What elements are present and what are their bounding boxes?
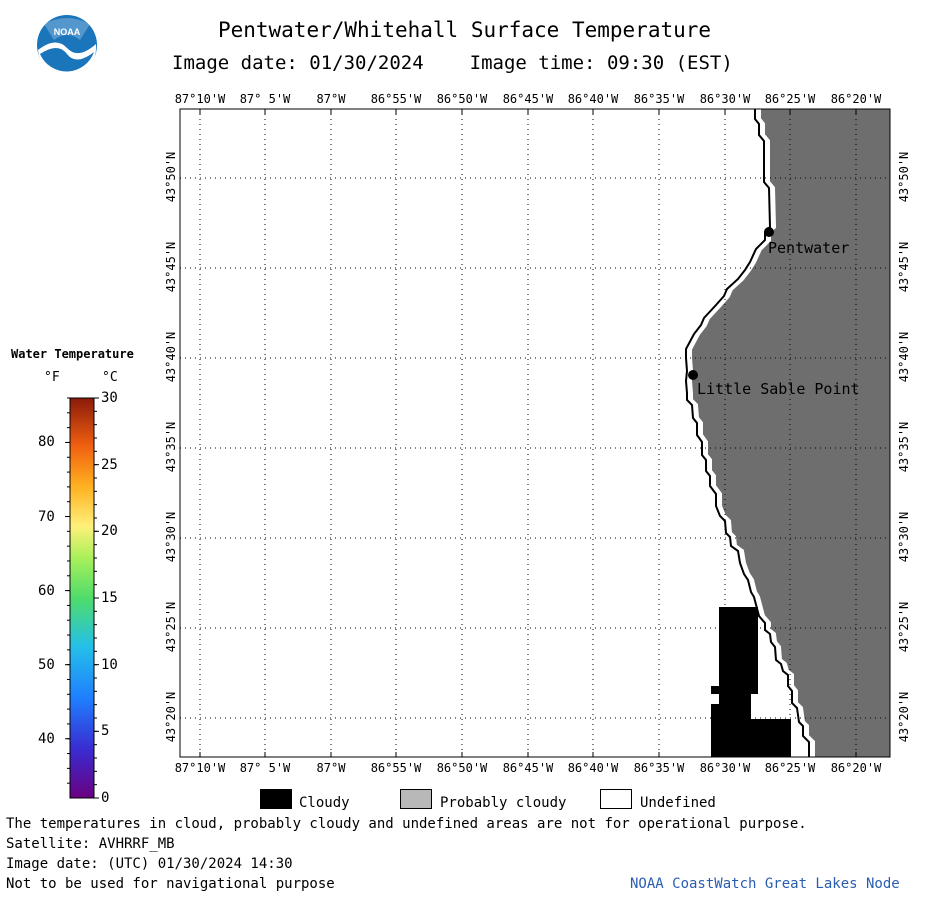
place-label-pentwater: Pentwater (768, 239, 850, 257)
c-tick-label: 10 (101, 656, 118, 673)
lat-label-right: 43°25'N (897, 601, 911, 653)
lon-label-top: 87° 5'W (239, 92, 291, 106)
legend-label-undefined: Undefined (640, 795, 716, 811)
color-scale (65, 397, 99, 799)
lat-label-right: 43°30'N (897, 511, 911, 563)
lat-label-right: 43°40'N (897, 331, 911, 383)
color-scale-unit-c: °C (102, 370, 118, 385)
lat-label-right: 43°20'N (897, 691, 911, 743)
credit-text: NOAA CoastWatch Great Lakes Node (630, 876, 900, 892)
noaa-logo: NOAA (36, 14, 98, 77)
grid (180, 109, 890, 757)
lon-label-top: 87°10'W (174, 92, 226, 106)
lat-label-left: 43°25'N (164, 601, 178, 653)
satellite-text: Satellite: AVHRRF_MB (6, 836, 175, 852)
lat-label-right: 43°35'N (897, 421, 911, 473)
lon-label-top: 87°W (316, 92, 346, 106)
navigation-warning: Not to be used for navigational purpose (6, 876, 335, 892)
lon-label-bottom: 86°45'W (502, 761, 554, 775)
lon-label-bottom: 86°40'W (567, 761, 619, 775)
f-tick-label: 80 (38, 434, 55, 451)
lat-label-left: 43°20'N (164, 691, 178, 743)
pentwater-marker (764, 227, 774, 237)
f-tick-label: 40 (38, 730, 55, 747)
legend-swatch-cloudy (260, 789, 292, 809)
legend-label-cloudy: Cloudy (299, 795, 350, 811)
legend-label-probably-cloudy: Probably cloudy (440, 795, 567, 811)
f-tick-label: 60 (38, 582, 55, 599)
coastline-white (687, 109, 815, 757)
lon-label-bottom: 86°30'W (699, 761, 751, 775)
page-title: Pentwater/Whitehall Surface Temperature (217, 18, 712, 42)
lon-label-bottom: 87° 5'W (239, 761, 291, 775)
c-tick-label: 25 (101, 456, 118, 473)
color-scale-title: Water Temperature (11, 347, 134, 361)
lat-label-left: 43°50'N (164, 151, 178, 203)
land-area (690, 109, 890, 757)
lat-label-left: 43°35'N (164, 421, 178, 473)
lat-label-right: 43°50'N (897, 151, 911, 203)
place-label-little-sable-point: Little Sable Point (697, 380, 860, 398)
lon-label-top: 86°30'W (699, 92, 751, 106)
lon-label-top: 86°50'W (436, 92, 488, 106)
lon-label-top: 86°25'W (764, 92, 816, 106)
lat-label-left: 43°45'N (164, 241, 178, 293)
lon-label-top: 86°40'W (567, 92, 619, 106)
disclaimer-text: The temperatures in cloud, probably clou… (6, 816, 807, 832)
little-sable-point-marker (688, 370, 698, 380)
legend-swatch-undefined (600, 789, 632, 809)
lon-label-top: 86°55'W (370, 92, 422, 106)
color-scale-unit-f: °F (44, 370, 60, 385)
lon-label-top: 86°20'W (830, 92, 882, 106)
image-date: Image date: 01/30/2024 (172, 52, 424, 74)
f-tick-label: 70 (38, 508, 55, 525)
cloud-area (711, 607, 791, 757)
lon-label-bottom: 86°25'W (764, 761, 816, 775)
f-tick-label: 50 (38, 656, 55, 673)
utc-date-text: Image date: (UTC) 01/30/2024 14:30 (6, 856, 293, 872)
lat-label-right: 43°45'N (897, 241, 911, 293)
lon-label-top: 86°45'W (502, 92, 554, 106)
c-tick-label: 15 (101, 590, 118, 606)
lon-label-top: 86°35'W (633, 92, 685, 106)
lon-label-bottom: 86°35'W (633, 761, 685, 775)
lat-label-left: 43°30'N (164, 511, 178, 563)
map-frame (179, 108, 891, 758)
color-scale-bar (69, 397, 95, 799)
image-time: Image time: 09:30 (EST) (469, 52, 733, 74)
coastline (684, 109, 810, 757)
c-tick-label: 30 (101, 390, 118, 406)
lon-label-bottom: 87°W (316, 761, 346, 775)
c-tick-label: 20 (101, 523, 118, 540)
lon-label-bottom: 87°10'W (174, 761, 226, 775)
image-datetime: Image date: 01/30/2024 Image time: 09:30 … (172, 52, 772, 74)
lon-label-bottom: 86°55'W (370, 761, 422, 775)
lat-label-left: 43°40'N (164, 331, 178, 383)
c-tick-label: 0 (101, 790, 110, 806)
lon-label-bottom: 86°20'W (830, 761, 882, 775)
c-tick-label: 5 (101, 723, 110, 740)
lon-label-bottom: 86°50'W (436, 761, 488, 775)
legend-swatch-probably-cloudy (400, 789, 432, 809)
logo-text: NOAA (54, 27, 81, 37)
